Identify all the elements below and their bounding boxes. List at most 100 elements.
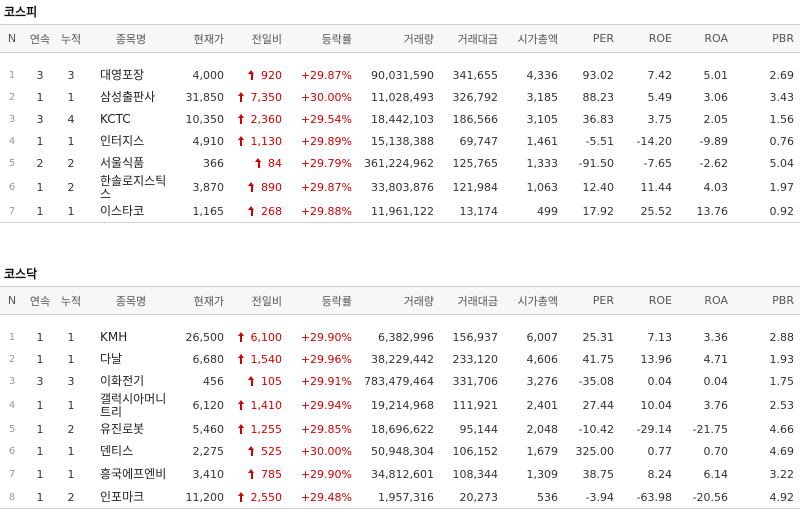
- trading-amount: 331,706: [452, 375, 499, 388]
- stock-name-link[interactable]: 이화전기: [100, 374, 145, 388]
- row-index: 4: [8, 136, 16, 147]
- table-row: 2 1 1 삼성출판사 31,850 7,350 +30.00% 11,028,493 326,…: [0, 87, 800, 109]
- market-cap: 536: [504, 486, 564, 509]
- consecutive-days: 3: [36, 69, 44, 82]
- current-price: 6,120: [192, 399, 225, 412]
- cumulative-count: 1: [67, 445, 75, 458]
- market-cap: 499: [504, 200, 564, 223]
- row-index: 6: [8, 182, 16, 193]
- stock-name-link[interactable]: 덴티스: [100, 444, 134, 458]
- current-price: 11,200: [176, 486, 230, 509]
- row-index: 2: [8, 92, 16, 103]
- per-value: 36.83: [582, 113, 615, 126]
- kospi-header-col-cumulative: 누적: [56, 24, 86, 53]
- table-row: 8 1 2 인포마크 11,200 2,550 +29.48% 1,957,316 20,273…: [0, 486, 800, 509]
- kosdaq-header-row: N 연속 누적 종목명 현재가 전일비 등락률 거래량 거래대금 시가총액 PER ROE ROA PBR: [0, 286, 800, 315]
- trading-volume: 11,028,493: [371, 91, 434, 104]
- trading-amount: 111,921: [452, 399, 499, 412]
- price-change-cell: 785: [230, 463, 288, 487]
- price-change-value: 1,410: [250, 399, 283, 412]
- kosdaq-header-col-volume: 거래량: [358, 286, 440, 315]
- kosdaq-header-col-roe: ROE: [620, 286, 678, 315]
- stock-name-link[interactable]: 이스타코: [100, 203, 145, 218]
- stock-name-link[interactable]: KCTC: [100, 112, 131, 126]
- price-change-cell: 920: [230, 65, 288, 87]
- stock-name-cell: 덴티스: [86, 441, 176, 463]
- change-rate: +29.88%: [288, 200, 358, 223]
- current-price: 2,275: [192, 445, 225, 458]
- cumulative-count: 2: [56, 486, 86, 509]
- change-rate: +29.87%: [300, 69, 352, 82]
- up-arrow-icon: [248, 376, 255, 386]
- roe-value: -63.98: [620, 486, 678, 509]
- pbr-value: 5.04: [769, 157, 795, 170]
- row-index: 7: [8, 469, 16, 480]
- current-price: 31,850: [185, 91, 225, 104]
- kosdaq-header-col-n: N: [0, 286, 24, 315]
- kospi-header-col-n: N: [0, 24, 24, 53]
- up-arrow-icon: [237, 400, 245, 410]
- roa-value: -2.62: [699, 157, 728, 170]
- table-row: 7 1 1 흥국에프엔비 3,410 785 +29.90% 34,812,601 108,34…: [0, 463, 800, 487]
- per-value: 93.02: [582, 69, 615, 82]
- trading-amount: 186,566: [452, 113, 499, 126]
- up-arrow-icon: [237, 332, 245, 342]
- pbr-value: 2.53: [769, 399, 795, 412]
- current-price: 4,000: [192, 69, 225, 82]
- change-rate: +29.48%: [288, 486, 358, 509]
- price-change-cell: 1,255: [230, 419, 288, 441]
- stock-name-link[interactable]: 서울식품: [100, 156, 145, 170]
- stock-name-link[interactable]: 유진로봇: [100, 422, 145, 436]
- price-change-cell: 6,100: [230, 327, 288, 349]
- kosdaq-header-col-amount: 거래대금: [440, 286, 504, 315]
- stock-name-link[interactable]: 인터지스: [100, 134, 145, 148]
- market-cap: 3,276: [526, 375, 559, 388]
- price-change-value: 6,100: [250, 331, 283, 344]
- change-rate: +29.89%: [300, 135, 352, 148]
- current-price: 3,870: [192, 181, 225, 194]
- roe-value: 8.24: [647, 468, 673, 481]
- kosdaq-header-col-consecutive: 연속: [24, 286, 56, 315]
- stock-name-link[interactable]: 다날: [100, 352, 123, 366]
- price-change-value: 890: [261, 181, 282, 194]
- kospi-header-col-rate: 등락률: [288, 24, 358, 53]
- kospi-header-col-price: 현재가: [176, 24, 230, 53]
- row-index: 6: [8, 446, 16, 457]
- roa-value: 13.76: [678, 200, 734, 223]
- stock-name-link[interactable]: 인포마크: [100, 489, 145, 504]
- roa-value: 2.05: [703, 113, 729, 126]
- price-change-cell: 1,540: [230, 349, 288, 371]
- stock-name-link[interactable]: 삼성출판사: [100, 90, 156, 104]
- row-index: 4: [8, 400, 16, 411]
- stock-name-cell: 이화전기: [86, 371, 176, 393]
- consecutive-days: 1: [36, 181, 44, 194]
- trading-amount: 125,765: [452, 157, 499, 170]
- stock-name-link[interactable]: 한솔로지스틱스: [100, 173, 167, 201]
- price-change-cell: 1,130: [230, 131, 288, 153]
- stock-name-cell: 다날: [86, 349, 176, 371]
- current-price: 4,910: [192, 135, 225, 148]
- stock-name-link[interactable]: KMH: [100, 330, 128, 344]
- roe-value: -29.14: [636, 423, 672, 436]
- roe-value: 10.04: [640, 399, 673, 412]
- change-rate: +29.96%: [300, 353, 352, 366]
- trading-amount: 20,273: [440, 486, 504, 509]
- market-cap: 1,679: [526, 445, 559, 458]
- cumulative-count: 1: [67, 468, 75, 481]
- stock-name-cell: 이스타코: [86, 200, 176, 223]
- kosdaq-title: 코스닥: [4, 267, 38, 281]
- trading-amount: 326,792: [452, 91, 499, 104]
- stock-name-link[interactable]: 흥국에프엔비: [100, 467, 167, 481]
- kospi-header-col-roa: ROA: [678, 24, 734, 53]
- roa-value: -21.75: [692, 423, 728, 436]
- stock-name-link[interactable]: 갤럭시아머니트리: [100, 391, 167, 419]
- per-value: -10.42: [578, 423, 614, 436]
- roe-value: 0.04: [647, 375, 673, 388]
- stock-name-link[interactable]: 대영포장: [100, 68, 145, 82]
- kosdaq-header-col-cumulative: 누적: [56, 286, 86, 315]
- trading-amount: 13,174: [440, 200, 504, 223]
- current-price: 3,410: [192, 468, 225, 481]
- kospi-header-col-diff: 전일비: [230, 24, 288, 53]
- price-change-value: 1,130: [250, 135, 283, 148]
- kospi-body: 1 3 3 대영포장 4,000 920 +29.87% 90,031,590 341,655 4…: [0, 53, 800, 223]
